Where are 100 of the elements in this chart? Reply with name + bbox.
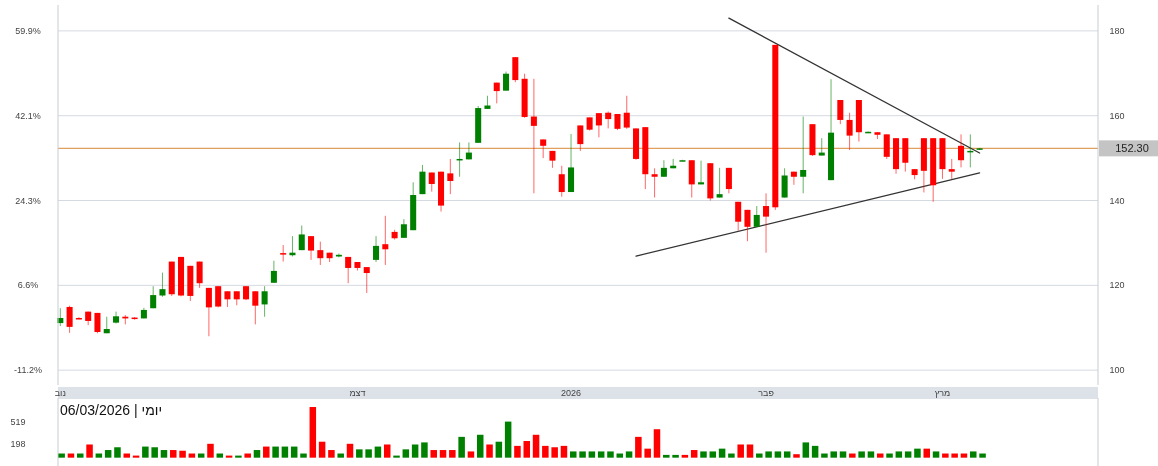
bar bbox=[579, 451, 586, 458]
x-tick-label: מרץ bbox=[934, 388, 951, 398]
bar bbox=[263, 446, 270, 458]
bar bbox=[830, 451, 837, 458]
bar bbox=[597, 451, 605, 458]
bar bbox=[756, 453, 763, 458]
y2-tick-label: 42.1% bbox=[15, 111, 41, 122]
bar bbox=[160, 450, 168, 458]
bar bbox=[653, 429, 661, 458]
bar bbox=[114, 447, 121, 458]
x-tick-label: נוב bbox=[54, 388, 66, 398]
bar bbox=[811, 445, 819, 458]
bar bbox=[495, 441, 503, 458]
bar bbox=[839, 451, 847, 458]
x-tick-label: 2026 bbox=[561, 388, 582, 398]
bar bbox=[523, 441, 531, 458]
bar bbox=[504, 421, 512, 458]
chart-title: יומי | 06/03/2026 bbox=[60, 402, 163, 418]
bar bbox=[681, 454, 689, 458]
y-tick-label: 160 bbox=[1109, 110, 1125, 121]
bar bbox=[300, 453, 307, 458]
bar bbox=[700, 451, 707, 458]
bar bbox=[337, 453, 344, 458]
y-tick-label: 120 bbox=[1109, 280, 1125, 291]
bar bbox=[421, 442, 428, 458]
bar bbox=[783, 451, 791, 458]
bar bbox=[672, 454, 679, 458]
bar bbox=[802, 442, 810, 458]
bar bbox=[486, 444, 493, 458]
bar bbox=[895, 451, 903, 458]
bar bbox=[104, 450, 112, 458]
y2-tick-label: 59.9% bbox=[15, 26, 41, 37]
bar bbox=[76, 453, 84, 458]
candlestick bbox=[883, 133, 890, 160]
bar bbox=[923, 448, 930, 458]
bar bbox=[58, 453, 65, 458]
y-tick-label: 140 bbox=[1109, 195, 1125, 206]
candlestick bbox=[512, 56, 519, 83]
bar bbox=[718, 448, 726, 458]
bar bbox=[253, 450, 261, 458]
bar bbox=[765, 451, 772, 458]
candlestick bbox=[660, 159, 667, 178]
bar bbox=[979, 453, 986, 458]
bar bbox=[449, 450, 456, 458]
bar bbox=[290, 446, 298, 458]
bar bbox=[383, 444, 391, 458]
bar bbox=[970, 451, 977, 458]
bar bbox=[86, 444, 93, 458]
bar bbox=[235, 455, 242, 458]
bar bbox=[821, 453, 828, 458]
bar bbox=[244, 453, 251, 458]
bar bbox=[318, 441, 326, 458]
bar bbox=[402, 449, 410, 458]
y2-tick-label: -11.2% bbox=[14, 365, 42, 376]
x-tick-label: פבר bbox=[758, 388, 774, 398]
bar bbox=[942, 453, 949, 458]
bar bbox=[179, 450, 186, 458]
bar bbox=[430, 450, 437, 458]
x-tick-label: דצמ bbox=[349, 388, 366, 398]
bar bbox=[588, 451, 596, 458]
bar bbox=[607, 451, 614, 458]
bar bbox=[281, 446, 289, 458]
bar bbox=[737, 444, 744, 458]
bar bbox=[709, 451, 717, 458]
bar bbox=[532, 434, 540, 458]
y-tick-label: 180 bbox=[1109, 25, 1125, 36]
bar bbox=[272, 446, 279, 458]
bar bbox=[551, 447, 558, 458]
bar bbox=[951, 453, 958, 458]
bar bbox=[793, 454, 800, 458]
bar bbox=[142, 446, 149, 458]
bar bbox=[886, 453, 893, 458]
bar bbox=[914, 448, 921, 458]
bar bbox=[849, 453, 856, 458]
y-tick-label: 519 bbox=[10, 416, 26, 427]
bar bbox=[644, 448, 651, 458]
bar bbox=[393, 455, 400, 458]
bar bbox=[467, 451, 475, 458]
bar bbox=[570, 451, 577, 458]
bar bbox=[170, 450, 177, 458]
ref-line-label: 152.30 bbox=[1115, 142, 1149, 155]
bar bbox=[932, 451, 940, 458]
bar bbox=[858, 451, 865, 458]
y-tick-label: 100 bbox=[1109, 365, 1125, 376]
bar bbox=[476, 434, 484, 458]
bar bbox=[365, 449, 372, 458]
bar bbox=[328, 450, 335, 458]
bar bbox=[774, 451, 782, 458]
bar bbox=[560, 445, 568, 458]
bar bbox=[690, 450, 698, 458]
y-tick-label: 198 bbox=[10, 438, 26, 449]
bar bbox=[904, 451, 912, 458]
bar bbox=[207, 443, 214, 458]
y2-tick-label: 24.3% bbox=[15, 195, 41, 206]
bar bbox=[458, 436, 465, 458]
bar bbox=[625, 451, 633, 458]
bar bbox=[728, 453, 735, 458]
bar bbox=[356, 449, 363, 458]
bar bbox=[346, 443, 354, 458]
bar bbox=[374, 446, 382, 458]
